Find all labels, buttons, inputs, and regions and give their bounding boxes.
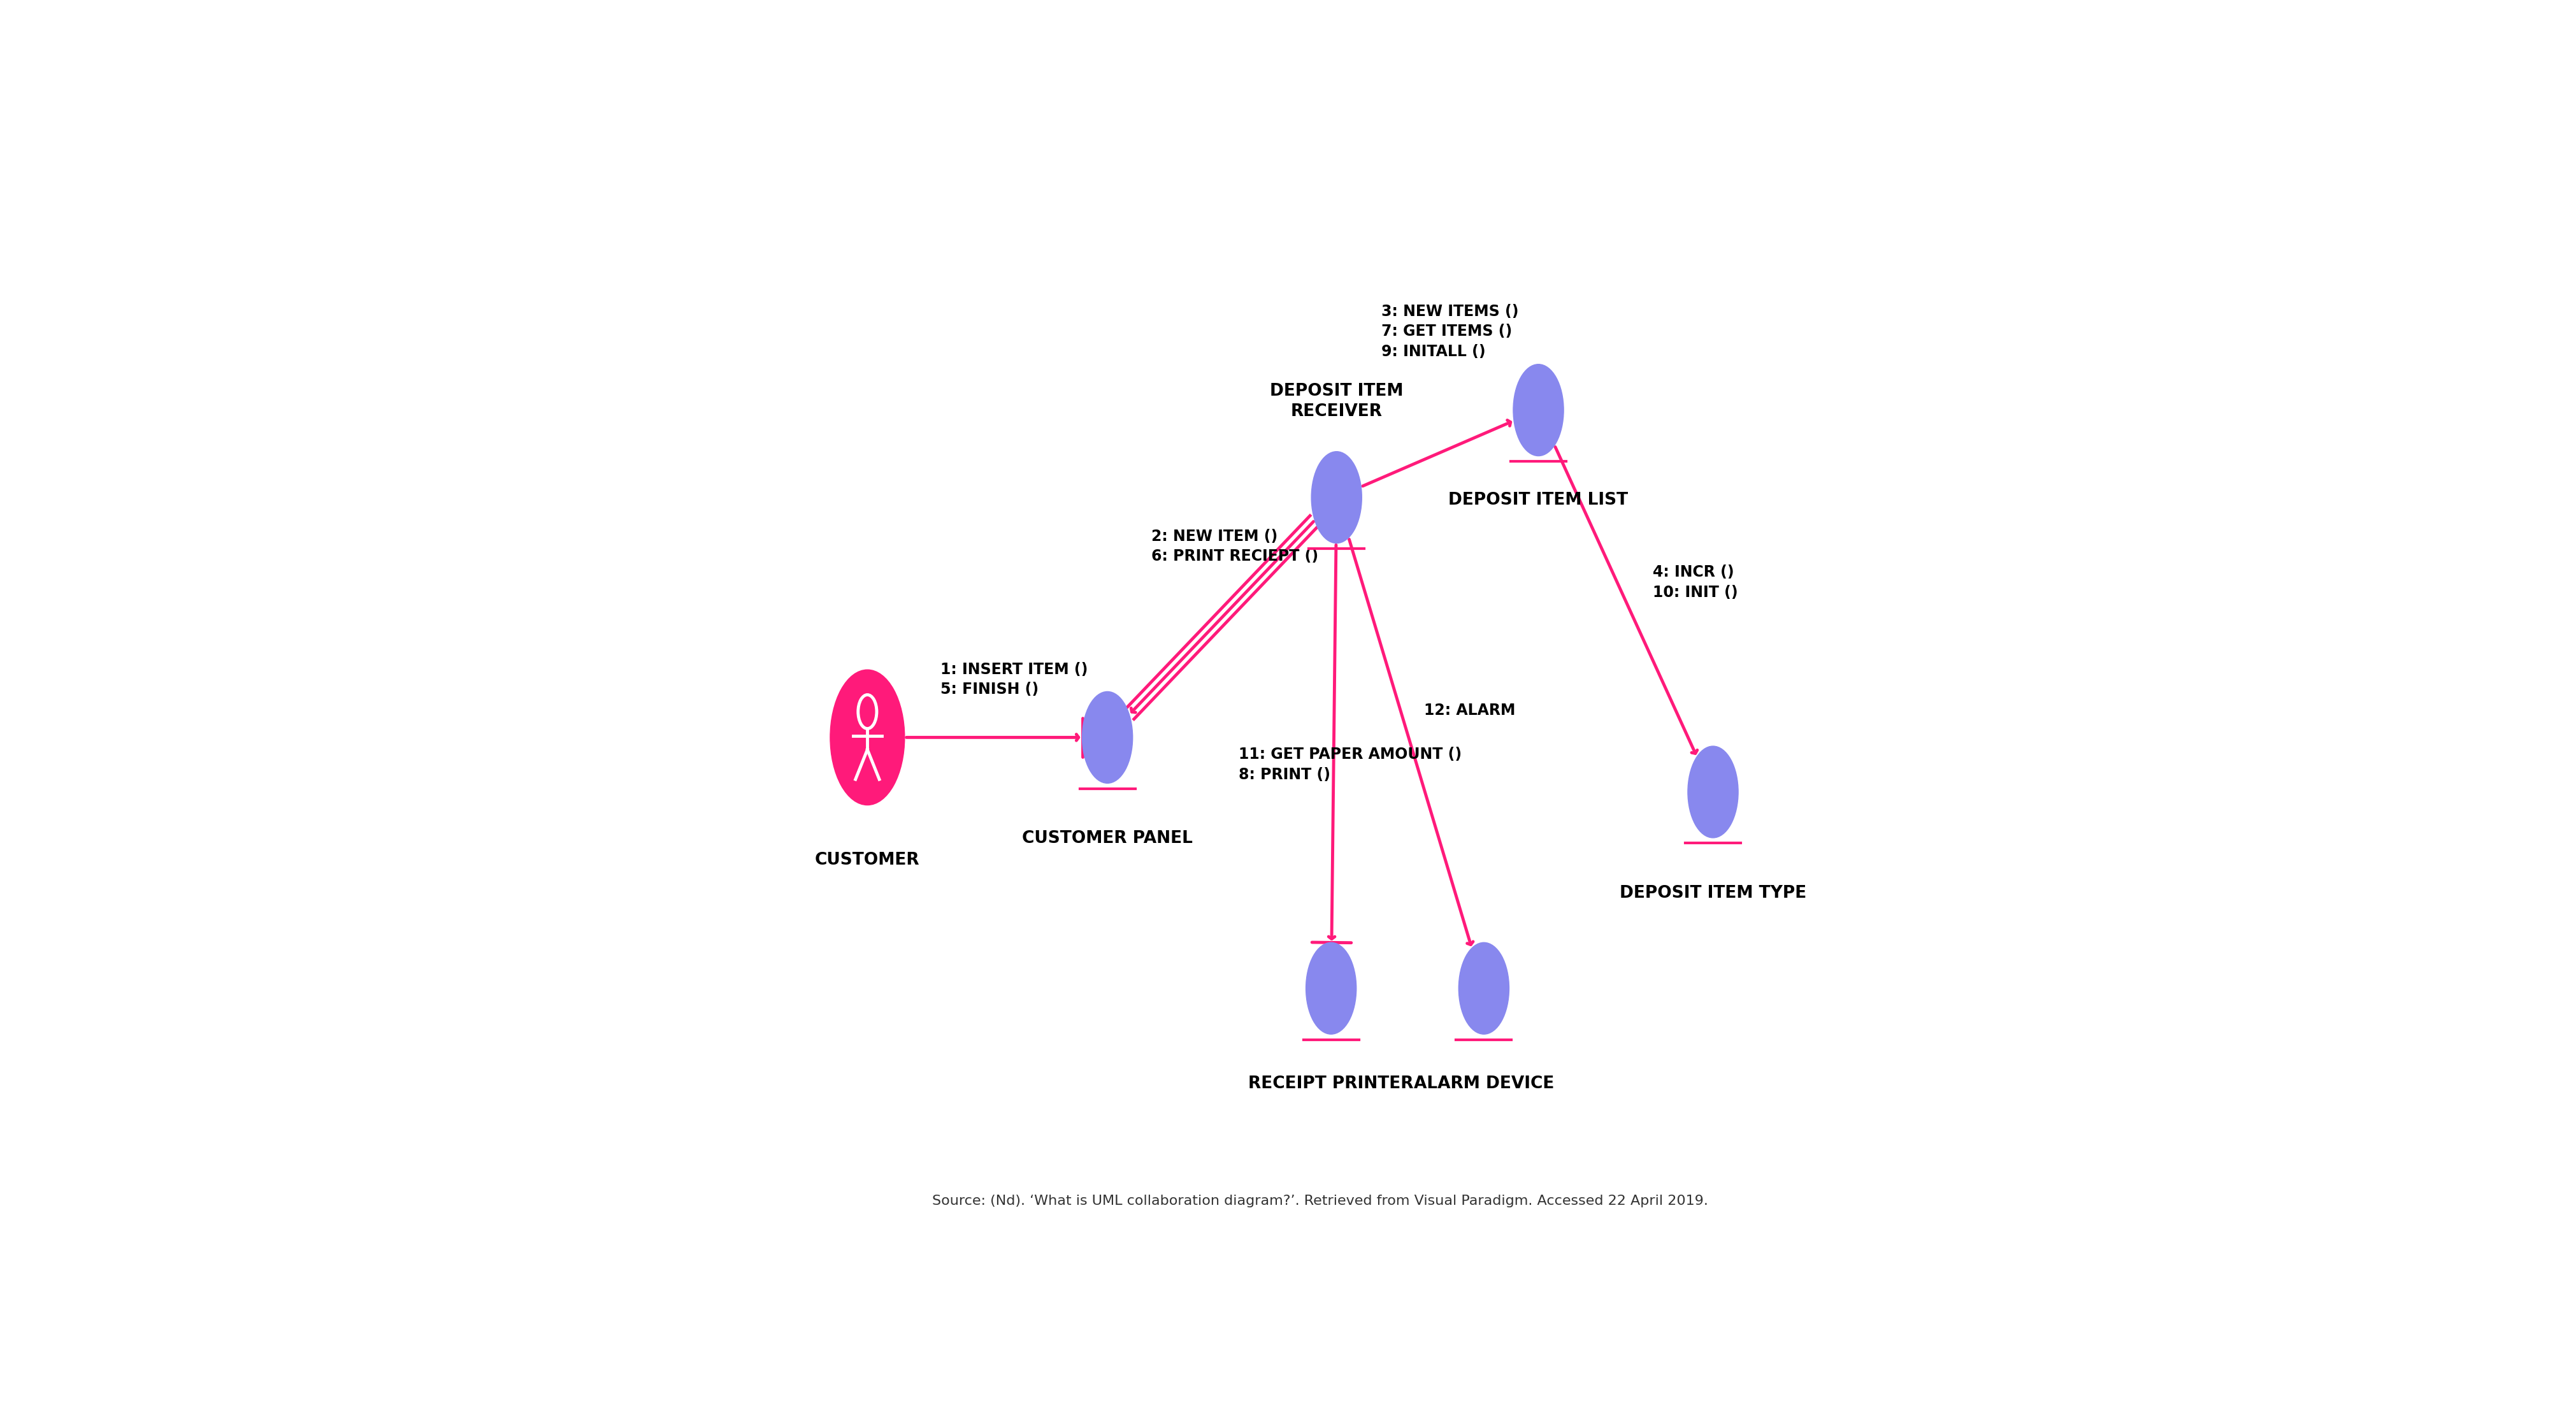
- Ellipse shape: [1458, 942, 1510, 1034]
- Text: 1: INSERT ITEM ()
5: FINISH (): 1: INSERT ITEM () 5: FINISH (): [940, 662, 1087, 697]
- Text: 2: NEW ITEM ()
6: PRINT RECIEPT (): 2: NEW ITEM () 6: PRINT RECIEPT (): [1151, 529, 1319, 564]
- Ellipse shape: [829, 670, 904, 805]
- Text: ALARM DEVICE: ALARM DEVICE: [1414, 1076, 1553, 1093]
- Text: 4: INCR ()
10: INIT (): 4: INCR () 10: INIT (): [1654, 565, 1739, 601]
- Text: CUSTOMER PANEL: CUSTOMER PANEL: [1023, 830, 1193, 847]
- Text: DEPOSIT ITEM LIST: DEPOSIT ITEM LIST: [1448, 492, 1628, 509]
- Text: 11: GET PAPER AMOUNT ()
8: PRINT (): 11: GET PAPER AMOUNT () 8: PRINT (): [1239, 747, 1461, 782]
- Text: DEPOSIT ITEM
RECEIVER: DEPOSIT ITEM RECEIVER: [1270, 383, 1404, 419]
- Ellipse shape: [1687, 747, 1739, 837]
- Text: Source: (Nd). ‘What is UML collaboration diagram?’. Retrieved from Visual Paradi: Source: (Nd). ‘What is UML collaboration…: [933, 1195, 1708, 1207]
- Ellipse shape: [1512, 364, 1564, 456]
- Text: DEPOSIT ITEM TYPE: DEPOSIT ITEM TYPE: [1620, 884, 1806, 901]
- Text: CUSTOMER: CUSTOMER: [814, 852, 920, 869]
- Text: RECEIPT PRINTER: RECEIPT PRINTER: [1249, 1076, 1414, 1093]
- Ellipse shape: [1306, 942, 1358, 1034]
- Ellipse shape: [1082, 691, 1133, 784]
- Text: 3: NEW ITEMS ()
7: GET ITEMS ()
9: INITALL (): 3: NEW ITEMS () 7: GET ITEMS () 9: INITA…: [1381, 303, 1520, 360]
- Ellipse shape: [1311, 452, 1363, 543]
- Text: 12: ALARM: 12: ALARM: [1425, 703, 1515, 718]
